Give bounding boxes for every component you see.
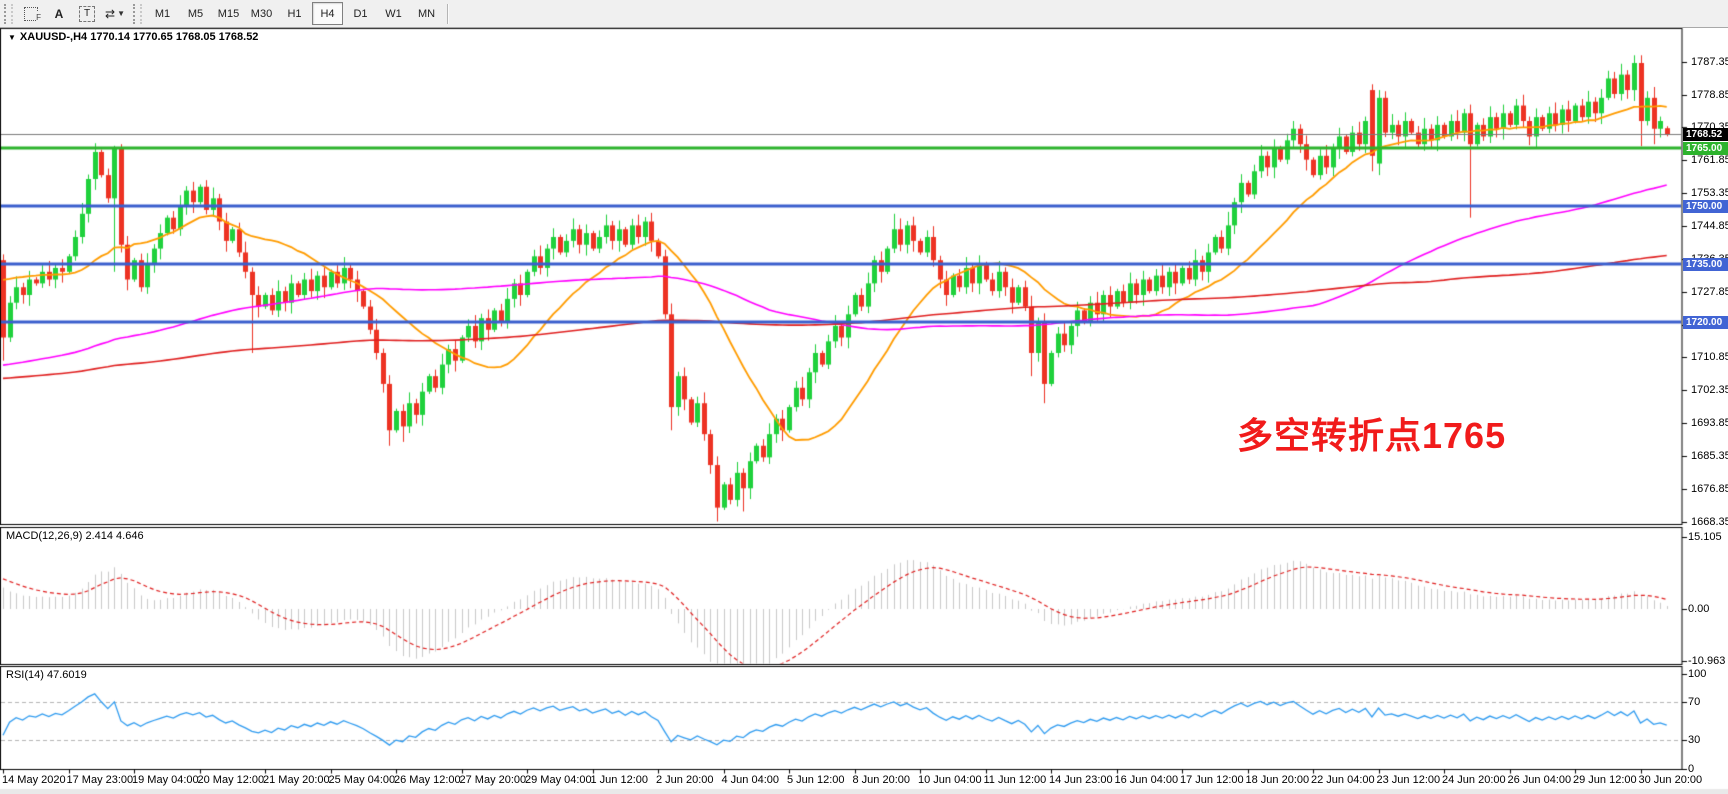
toolbar-separator: [447, 3, 449, 24]
timeframe-button-d1[interactable]: D1: [353, 7, 368, 20]
cursor-arrows-icon: ⇄: [105, 6, 116, 21]
toolbar-grip[interactable]: [133, 3, 142, 24]
drawing-tools-group: F A T ⇄ ▼: [17, 2, 129, 25]
timeframe-group: M1 M5 M15 M30 H1 H4 D1 W1 MN: [146, 2, 443, 25]
text-box-button[interactable]: T: [74, 2, 100, 25]
timeframe-button-m1[interactable]: M1: [154, 7, 171, 20]
text-a-icon: A: [54, 6, 64, 21]
text-box-icon: T: [79, 5, 95, 22]
dotted-grid-f-button[interactable]: F: [18, 2, 44, 25]
timeframe-button-h4[interactable]: H4: [312, 2, 343, 25]
dotted-grid-f-icon: F: [24, 6, 41, 24]
toolbar-grip[interactable]: [4, 3, 13, 24]
timeframe-button-m30[interactable]: M30: [250, 7, 273, 20]
chevron-down-icon: ▼: [117, 9, 125, 18]
text-a-button[interactable]: A: [46, 2, 72, 25]
toolbar: F A T ⇄ ▼ M1 M5 M15 M30 H1 H4 D1 W1 MN: [0, 0, 1728, 28]
cursor-arrows-button[interactable]: ⇄ ▼: [102, 2, 128, 25]
timeframe-button-h1[interactable]: H1: [287, 7, 302, 20]
timeframe-button-m15[interactable]: M15: [217, 7, 240, 20]
timeframe-button-m5[interactable]: M5: [187, 7, 204, 20]
timeframe-button-w1[interactable]: W1: [385, 7, 402, 20]
timeframe-button-mn[interactable]: MN: [417, 7, 436, 20]
